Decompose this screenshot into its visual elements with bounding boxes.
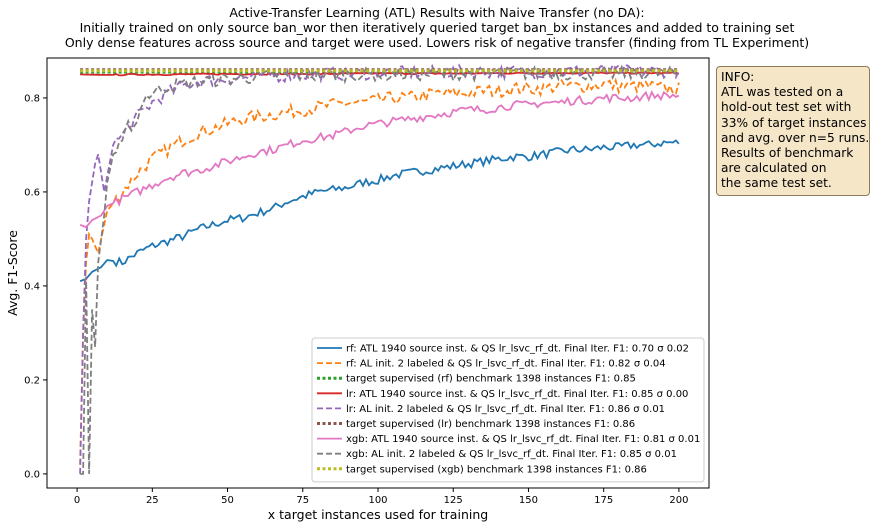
- y-tick-label: 0.6: [24, 187, 40, 198]
- info-line: and avg. over n=5 runs.: [721, 130, 870, 145]
- legend-label: rf: ATL 1940 source inst. & QS lr_lsvc_r…: [346, 344, 689, 355]
- info-line: the same test set.: [721, 176, 832, 191]
- series-line-6: [79, 89, 680, 229]
- legend-label: lr: AL init. 2 labeled & QS lr_lsvc_rf_d…: [346, 404, 665, 415]
- info-line: ATL was tested on a: [721, 85, 844, 100]
- info-line: are calculated on: [721, 161, 827, 176]
- y-tick-label: 0.8: [24, 93, 40, 104]
- x-tick-label: 0: [74, 495, 80, 506]
- title-line: Initially trained on only source ban_wor…: [80, 20, 795, 35]
- x-tick-label: 25: [146, 495, 159, 506]
- y-tick-label: 0.2: [24, 375, 40, 386]
- info-line: INFO:: [721, 70, 755, 84]
- legend-box: [311, 337, 705, 483]
- x-tick-label: 125: [444, 495, 463, 506]
- x-tick-label: 175: [594, 495, 613, 506]
- x-axis: 0 25 50 75 100 125 150 175 200: [74, 488, 688, 506]
- y-tick-label: 0.0: [24, 469, 40, 480]
- y-axis: 0.0 0.2 0.4 0.6 0.8: [24, 93, 47, 480]
- y-tick-label: 0.4: [24, 281, 40, 292]
- series-lines: [79, 63, 680, 475]
- y-axis-label: Avg. F1-Score: [5, 230, 20, 316]
- legend-label: xgb: AL init. 2 labeled & QS lr_lsvc_rf_…: [346, 449, 677, 460]
- info-line: Results of benchmark: [721, 146, 854, 161]
- x-axis-label: x target instances used for training: [268, 507, 488, 522]
- info-box: INFO: ATL was tested on a hold-out test …: [716, 66, 870, 196]
- x-tick-label: 75: [296, 495, 309, 506]
- legend-label: xgb: ATL 1940 source inst. & QS lr_lsvc_…: [346, 434, 700, 445]
- info-line: hold-out test set with: [721, 100, 852, 115]
- legend: rf: ATL 1940 source inst. & QS lr_lsvc_r…: [311, 337, 705, 483]
- series-line-1: [79, 77, 680, 465]
- legend-label: target supervised (rf) benchmark 1398 in…: [346, 374, 636, 385]
- title-line: Active-Transfer Learning (ATL) Results w…: [229, 5, 644, 20]
- x-tick-label: 50: [221, 495, 234, 506]
- legend-label: target supervised (xgb) benchmark 1398 i…: [346, 464, 647, 475]
- title-line: Only dense features across source and ta…: [65, 35, 809, 50]
- x-tick-label: 150: [519, 495, 538, 506]
- legend-label: target supervised (lr) benchmark 1398 in…: [346, 419, 635, 430]
- x-tick-label: 200: [669, 495, 688, 506]
- series-line-0: [79, 139, 680, 283]
- x-tick-label: 100: [368, 495, 387, 506]
- chart-title: Active-Transfer Learning (ATL) Results w…: [65, 5, 809, 50]
- legend-label: lr: ATL 1940 source inst. & QS lr_lsvc_r…: [346, 389, 688, 400]
- legend-label: rf: AL init. 2 labeled & QS lr_lsvc_rf_d…: [346, 359, 666, 370]
- info-line: 33% of target instances: [721, 115, 867, 130]
- series-line-7: [80, 64, 680, 475]
